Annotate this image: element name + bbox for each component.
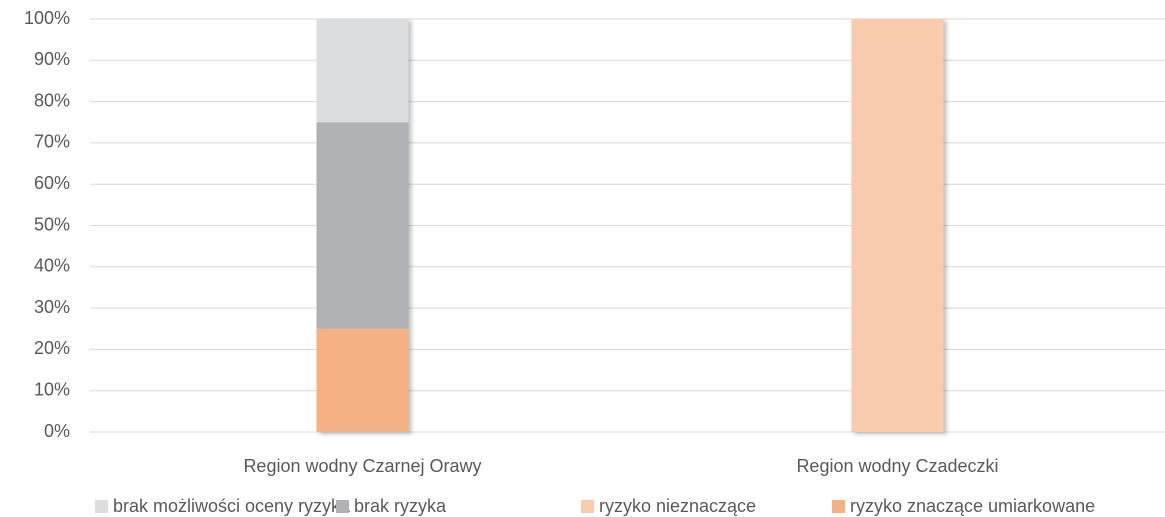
- bar-stack: [316, 19, 409, 432]
- y-tick-label: 50%: [34, 214, 70, 234]
- y-tick-label: 30%: [34, 297, 70, 317]
- legend-label: brak możliwości oceny ryzyka: [113, 496, 351, 516]
- legend-swatch: [336, 500, 349, 513]
- bar-segment: [316, 328, 409, 432]
- bar-segment: [316, 122, 409, 329]
- bar-segment: [851, 19, 944, 432]
- legend-label: ryzyko znaczące umiarkowane: [850, 496, 1095, 516]
- bar-segment: [316, 19, 409, 123]
- legend-swatch: [832, 500, 845, 513]
- bar-stack: [851, 19, 944, 432]
- legend-swatch: [95, 500, 108, 513]
- x-tick-label: Region wodny Czadeczki: [796, 456, 998, 476]
- legend-swatch: [581, 500, 594, 513]
- y-tick-label: 100%: [24, 8, 70, 28]
- y-tick-label: 60%: [34, 173, 70, 193]
- y-tick-label: 80%: [34, 90, 70, 110]
- y-tick-label: 0%: [44, 421, 70, 441]
- y-tick-label: 40%: [34, 256, 70, 276]
- y-tick-label: 20%: [34, 338, 70, 358]
- legend-label: ryzyko nieznaczące: [599, 496, 756, 516]
- x-tick-label: Region wodny Czarnej Orawy: [243, 456, 481, 476]
- y-tick-label: 70%: [34, 132, 70, 152]
- y-tick-label: 10%: [34, 379, 70, 399]
- y-tick-label: 90%: [34, 49, 70, 69]
- legend-label: brak ryzyka: [354, 496, 447, 516]
